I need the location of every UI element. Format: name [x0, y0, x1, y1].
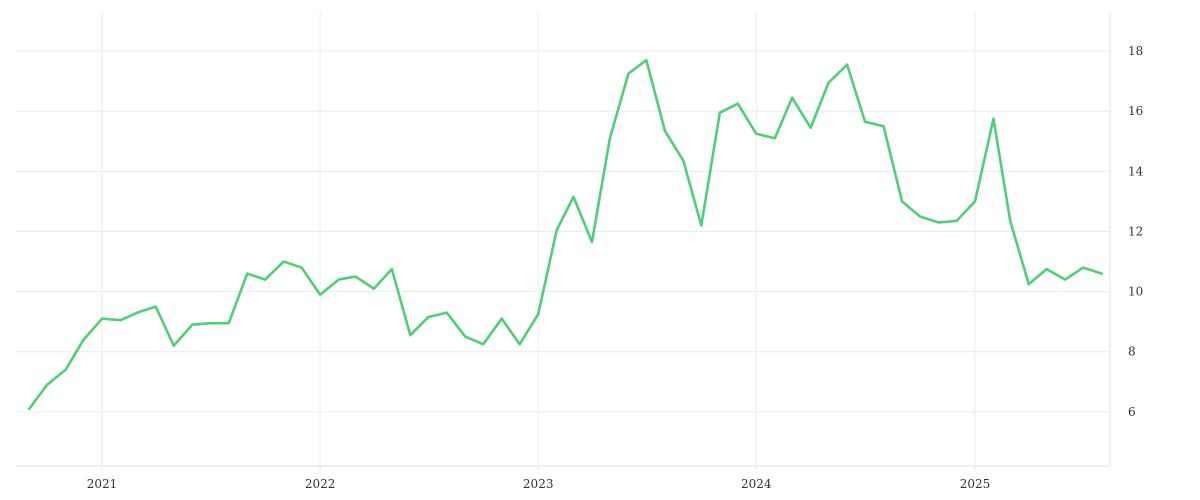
- axes: [16, 12, 1111, 470]
- y-tick-label: 6: [1128, 405, 1136, 419]
- x-tick-label: 2025: [960, 477, 991, 491]
- x-tick-label: 2021: [87, 477, 118, 491]
- y-tick-label: 18: [1128, 44, 1143, 58]
- x-tick-label: 2023: [523, 477, 554, 491]
- grid: [16, 12, 1110, 466]
- y-tick-label: 16: [1128, 104, 1143, 118]
- series-layer: [27, 58, 1103, 411]
- tick-labels: 6 8 10 12 14 16 18 2021 2022 2023 2024 2025: [87, 44, 1144, 491]
- series-line-0: [27, 58, 1103, 411]
- y-tick-label: 14: [1128, 164, 1144, 178]
- y-tick-label: 12: [1128, 224, 1143, 238]
- y-tick-label: 10: [1128, 285, 1143, 299]
- y-tick-label: 8: [1128, 345, 1136, 359]
- x-tick-label: 2022: [305, 477, 336, 491]
- x-tick-label: 2024: [741, 477, 772, 491]
